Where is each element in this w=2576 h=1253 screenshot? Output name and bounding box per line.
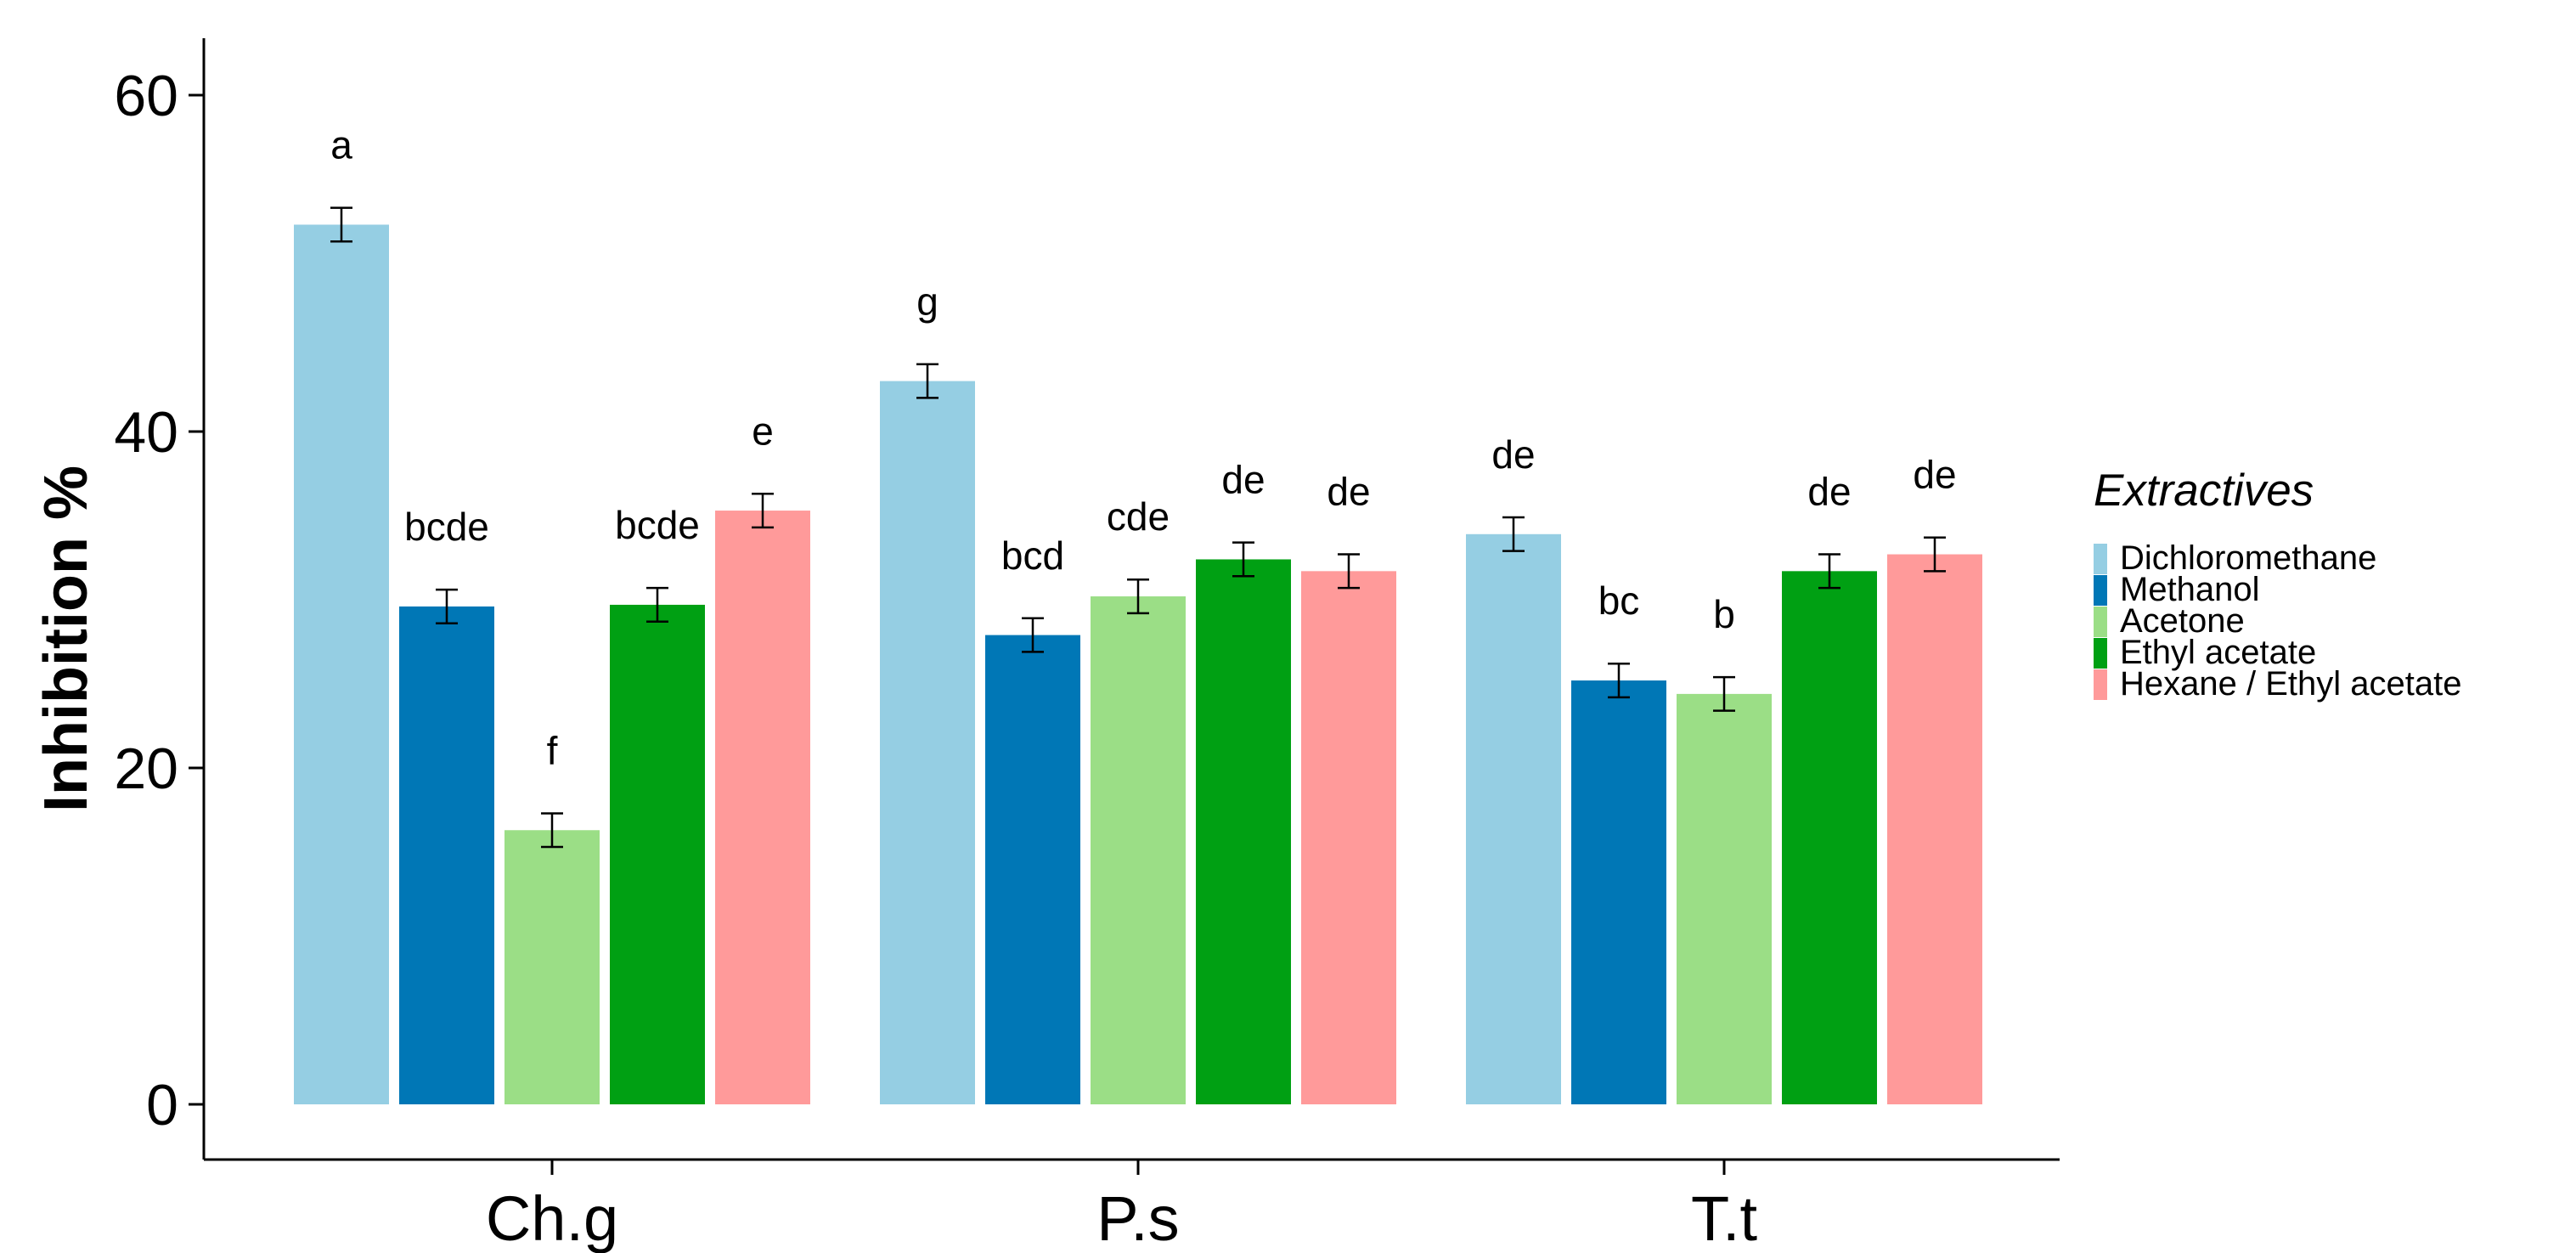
significance-label: de: [1913, 453, 1956, 497]
significance-label: cde: [1107, 494, 1170, 539]
y-tick-label: 60: [114, 64, 178, 128]
bar: [1677, 693, 1772, 1104]
significance-label: de: [1327, 470, 1370, 514]
bar: [399, 606, 494, 1104]
bar: [294, 224, 389, 1105]
legend-label: Dichloromethane: [2120, 539, 2376, 577]
legend-label: Ethyl acetate: [2120, 634, 2316, 671]
significance-label: bcd: [1001, 533, 1064, 578]
y-tick-label: 40: [114, 400, 178, 465]
legend-label: Methanol: [2120, 571, 2260, 608]
bar: [1887, 554, 1982, 1104]
y-tick-label: 20: [114, 737, 178, 801]
legend-title: Extractives: [2094, 466, 2314, 516]
significance-label: de: [1807, 470, 1851, 514]
bar: [1301, 571, 1396, 1104]
bar: [1782, 571, 1877, 1104]
significance-label: a: [330, 123, 352, 167]
legend-swatch: [2094, 544, 2107, 574]
significance-label: g: [916, 279, 939, 324]
x-axis-ticks: Ch.g P.s T.t: [486, 1160, 1758, 1253]
y-axis-title: Inhibition %: [32, 466, 100, 812]
legend-swatch: [2094, 638, 2107, 669]
significance-label: de: [1221, 458, 1265, 502]
legend-swatch: [2094, 607, 2107, 637]
significance-label: bc: [1598, 579, 1640, 623]
axes: [202, 38, 2060, 1161]
legend: Extractives DichloromethaneMethanolAceto…: [2094, 466, 2461, 703]
significance-label: b: [1713, 592, 1735, 636]
bar: [1571, 680, 1666, 1104]
y-tick-label: 0: [146, 1073, 178, 1137]
bar: [1091, 596, 1186, 1104]
x-tick-label: Ch.g: [486, 1183, 618, 1253]
bar: [1466, 533, 1561, 1104]
legend-label: Hexane / Ethyl acetate: [2120, 665, 2461, 703]
y-axis-ticks: 0 20 40 60: [114, 64, 204, 1137]
legend-swatch: [2094, 669, 2107, 700]
bar: [610, 604, 705, 1104]
error-bars: [330, 206, 1946, 849]
bars: [294, 224, 1982, 1105]
legend-swatch: [2094, 575, 2107, 606]
bar: [504, 830, 600, 1104]
bar: [1196, 559, 1291, 1104]
significance-label: de: [1491, 432, 1535, 477]
significance-label: bcde: [615, 503, 700, 547]
significance-label: f: [547, 728, 558, 772]
legend-label: Acetone: [2120, 602, 2245, 640]
bar: [715, 511, 810, 1104]
bar: [880, 381, 975, 1105]
significance-label: bcde: [404, 505, 489, 549]
x-tick-label: T.t: [1691, 1183, 1758, 1253]
significance-label: e: [752, 409, 774, 453]
bar: [985, 635, 1080, 1104]
x-tick-label: P.s: [1096, 1183, 1179, 1253]
